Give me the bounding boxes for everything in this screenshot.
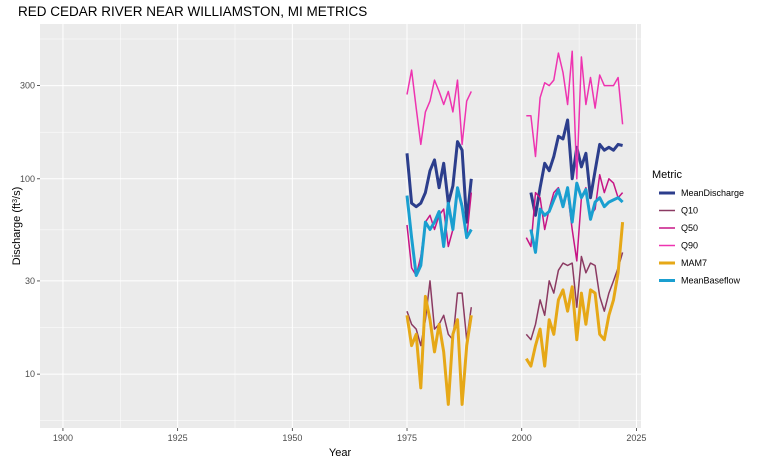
series-line-mean-baseflow bbox=[529, 181, 624, 254]
series-line-mam7 bbox=[405, 294, 473, 406]
legend-items: MeanDischarge Q10 Q50 Q90 MAM7 MeanBaseflow bbox=[659, 188, 744, 286]
chart-title: RED CEDAR RIVER NEAR WILLIAMSTON, MI MET… bbox=[18, 4, 367, 19]
y-axis-title: Discharge (ft3/s) bbox=[11, 187, 23, 266]
legend-title: Metric bbox=[652, 169, 682, 181]
series-line-mean-discharge bbox=[529, 118, 623, 217]
x-tick-label: 2000 bbox=[512, 433, 532, 443]
x-tick-label: 1925 bbox=[168, 433, 188, 443]
x-tick-label: 1900 bbox=[53, 433, 73, 443]
y-axis-title-tail: /s) bbox=[11, 187, 23, 199]
series-line-q90 bbox=[406, 69, 472, 146]
y-axis-ticks: 10 30 100 300 bbox=[20, 81, 40, 379]
x-axis-title: Year bbox=[329, 447, 352, 459]
plot-panel bbox=[40, 24, 641, 428]
series-line-mean-discharge bbox=[405, 140, 473, 224]
legend: Metric MeanDischarge Q10 Q50 Q90 MAM7 MeanBas… bbox=[652, 169, 744, 286]
y-tick-label: 30 bbox=[25, 276, 35, 286]
y-axis-title-main: Discharge (ft bbox=[11, 203, 23, 265]
series-line-q90 bbox=[526, 50, 624, 180]
legend-label-q10: Q10 bbox=[681, 206, 698, 216]
y-tick-label: 10 bbox=[25, 369, 35, 379]
legend-label-q90: Q90 bbox=[681, 241, 698, 251]
series-line-mean-baseflow bbox=[405, 186, 473, 277]
x-axis-ticks: 1900 1925 1950 1975 2000 2025 bbox=[53, 428, 646, 443]
legend-label-mean-discharge: MeanDischarge bbox=[681, 188, 744, 198]
x-tick-label: 1975 bbox=[397, 433, 417, 443]
minor-gridlines bbox=[40, 24, 641, 428]
series-line-q10 bbox=[525, 252, 624, 341]
y-tick-label: 300 bbox=[20, 81, 35, 91]
y-axis-title-superscript: 3 bbox=[12, 199, 19, 203]
series-lines bbox=[405, 50, 625, 406]
series-line-mam7 bbox=[525, 221, 625, 368]
legend-label-mam7: MAM7 bbox=[681, 258, 707, 268]
legend-label-q50: Q50 bbox=[681, 223, 698, 233]
legend-label-mean-baseflow: MeanBaseflow bbox=[681, 276, 741, 286]
x-tick-label: 2025 bbox=[626, 433, 646, 443]
y-tick-label: 100 bbox=[20, 174, 35, 184]
x-tick-label: 1950 bbox=[282, 433, 302, 443]
